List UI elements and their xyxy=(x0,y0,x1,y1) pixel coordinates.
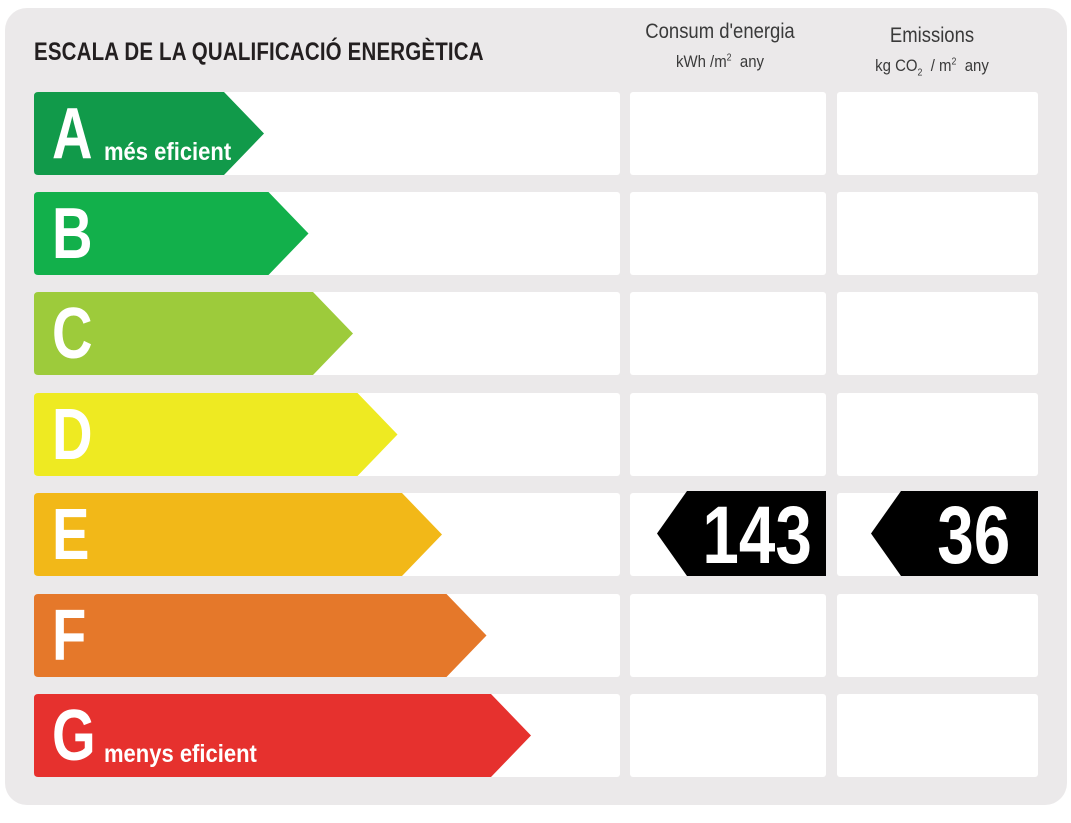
energy-cell-b xyxy=(630,192,826,275)
emissions-unit: kg CO2 / m2 any xyxy=(875,56,989,79)
energy-value: 143 xyxy=(702,490,812,581)
arrow-shape xyxy=(34,694,531,777)
arrow-shape xyxy=(34,393,398,476)
label-title: ESCALA DE LA QUALIFICACIÓ ENERGÈTICA xyxy=(34,38,484,66)
rating-letter: E xyxy=(52,495,90,575)
energy-value-badge: 143 xyxy=(657,491,826,581)
emissions-value-badge: 36 xyxy=(871,491,1038,581)
rating-letter: B xyxy=(52,194,93,274)
emissions-cell-g xyxy=(837,694,1038,777)
arrow-shape xyxy=(34,292,353,375)
rating-letter: G xyxy=(52,696,96,776)
emissions-column-header: Emissions kg CO2 / m2 any xyxy=(832,24,1032,78)
emissions-cell-b xyxy=(837,192,1038,275)
emissions-cell-a xyxy=(837,92,1038,175)
rating-arrow-a: A més eficient xyxy=(34,92,264,175)
rating-caption: menys eficient xyxy=(104,740,257,768)
rating-letter: C xyxy=(52,294,93,374)
energy-cell-a xyxy=(630,92,826,175)
rating-arrow-c: C xyxy=(34,292,353,375)
emissions-heading: Emissions xyxy=(889,24,975,47)
rating-letter: A xyxy=(52,94,93,174)
rating-arrow-f: F xyxy=(34,594,487,677)
rating-arrow-e: E xyxy=(34,493,442,576)
energy-cell-c xyxy=(630,292,826,375)
energy-cell-g xyxy=(630,694,826,777)
arrow-shape xyxy=(34,92,264,175)
rating-arrow-b: B xyxy=(34,192,309,275)
energy-cell-f xyxy=(630,594,826,677)
energy-column-header: Consum d'energia kWh /m2 any xyxy=(620,20,820,72)
emissions-value: 36 xyxy=(937,490,1010,581)
arrow-shape xyxy=(34,493,442,576)
rating-letter: F xyxy=(52,596,87,676)
rating-arrow-d: D xyxy=(34,393,398,476)
energy-heading: Consum d'energia xyxy=(645,20,795,43)
energy-unit: kWh /m2 any xyxy=(675,52,765,71)
rating-arrow-g: G menys eficient xyxy=(34,694,531,777)
rating-letter: D xyxy=(52,395,93,475)
arrow-shape xyxy=(34,594,487,677)
rating-caption: més eficient xyxy=(104,138,232,166)
emissions-cell-f xyxy=(837,594,1038,677)
emissions-cell-d xyxy=(837,393,1038,476)
arrow-shape xyxy=(34,192,309,275)
energy-cell-d xyxy=(630,393,826,476)
emissions-cell-c xyxy=(837,292,1038,375)
